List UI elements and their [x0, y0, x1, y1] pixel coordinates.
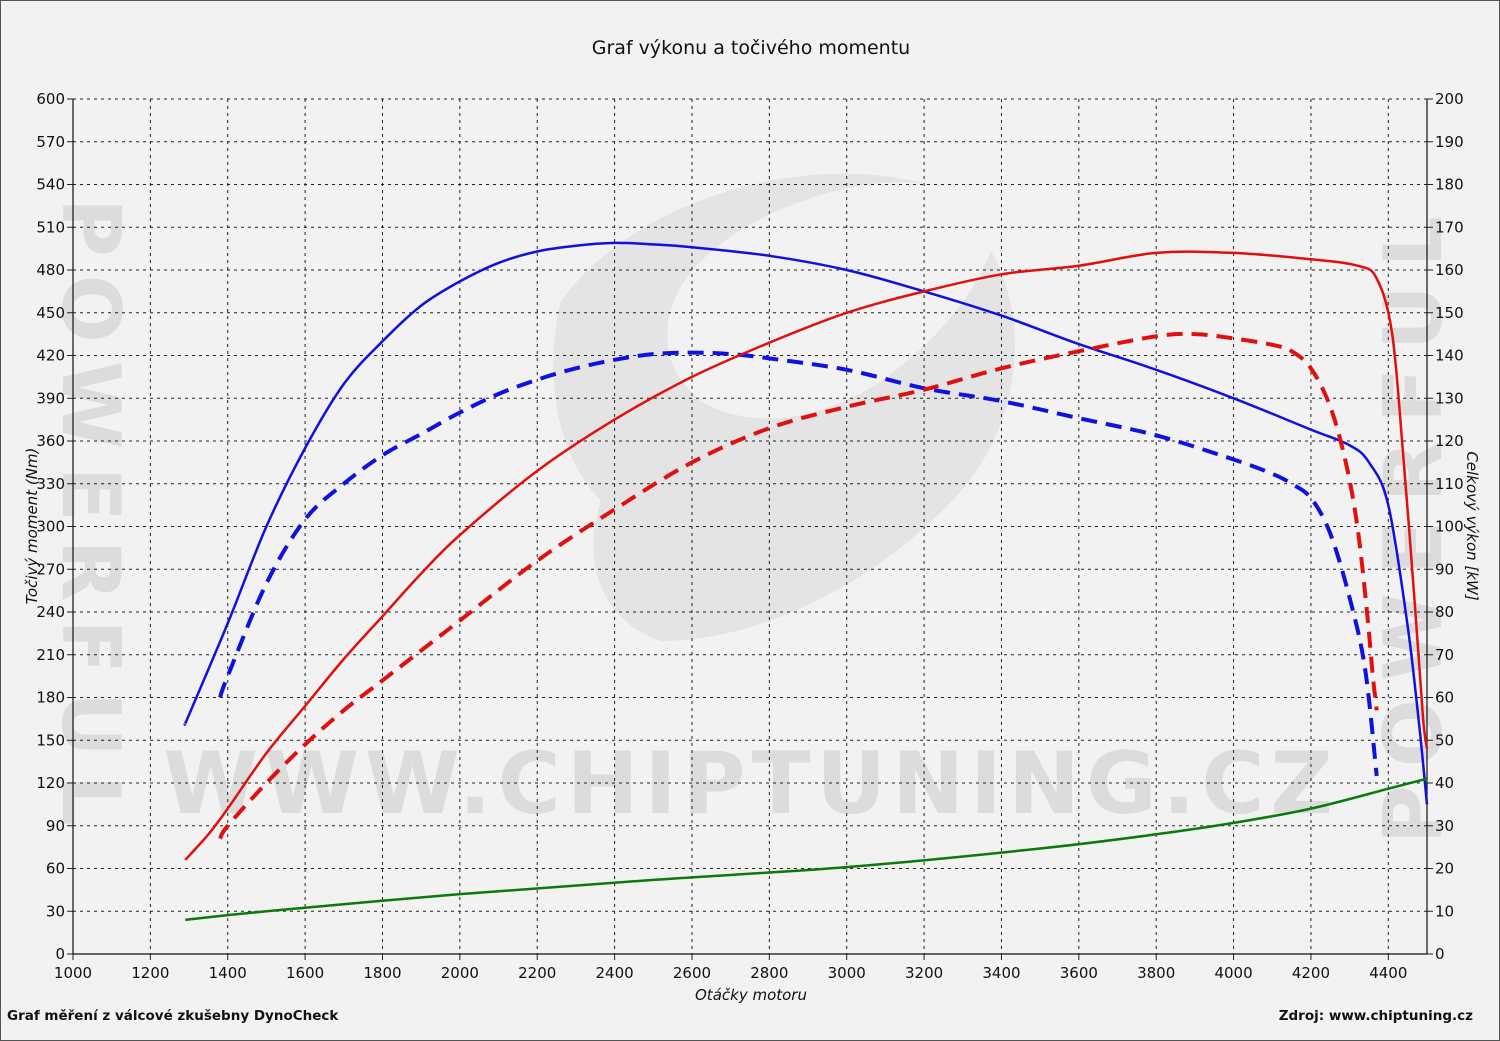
y-left-tick-label: 90	[46, 817, 65, 835]
y-right-tick-label: 60	[1435, 689, 1454, 707]
x-tick-label: 3000	[828, 964, 866, 982]
y-right-tick-label: 80	[1435, 603, 1454, 621]
series	[183, 241, 1429, 922]
y-left-tick-label: 330	[36, 475, 65, 493]
x-tick-label: 4400	[1369, 964, 1407, 982]
y-right-tick-label: 100	[1435, 518, 1464, 536]
y-right-tick-label: 130	[1435, 389, 1464, 407]
watermark-logo	[553, 173, 1015, 641]
y-left-tick-label: 510	[36, 218, 65, 236]
y-left-tick-label: 390	[36, 389, 65, 407]
x-tick-label: 2600	[673, 964, 711, 982]
y-left-tick-label: 450	[36, 304, 65, 322]
footer-left: Graf měření z válcové zkušebny DynoCheck	[7, 1008, 339, 1024]
axes	[67, 98, 1433, 960]
y-right-tick-label: 0	[1435, 945, 1445, 963]
power-tuned-line	[184, 250, 1429, 861]
y-axis-title-right: Celkový výkon [kW]	[1463, 451, 1481, 601]
chart-title: Graf výkonu a točivého momentu	[592, 37, 910, 59]
y-right-tick-label: 160	[1435, 261, 1464, 279]
y-left-tick-label: 540	[36, 176, 65, 194]
x-tick-label: 1800	[363, 964, 401, 982]
y-left-tick-label: 480	[36, 261, 65, 279]
watermark-side-left: POWERFUL	[44, 198, 137, 844]
x-tick-label: 3400	[982, 964, 1020, 982]
y-right-tick-label: 50	[1435, 731, 1454, 749]
y-right-tick-label: 180	[1435, 176, 1464, 194]
x-tick-label: 2200	[518, 964, 556, 982]
footer-right: Zdroj: www.chiptuning.cz	[1279, 1008, 1473, 1024]
x-tick-label: 2400	[596, 964, 634, 982]
power-stock-line	[218, 331, 1379, 840]
y-right-tick-label: 150	[1435, 304, 1464, 322]
y-right-tick-label: 90	[1435, 560, 1454, 578]
y-right-tick-label: 30	[1435, 817, 1454, 835]
y-right-tick-label: 20	[1435, 860, 1454, 878]
y-left-tick-label: 570	[36, 133, 65, 151]
y-left-tick-label: 240	[36, 603, 65, 621]
x-tick-label: 1600	[286, 964, 324, 982]
x-tick-label: 3200	[905, 964, 943, 982]
y-right-tick-label: 140	[1435, 347, 1464, 365]
y-right-tick-label: 190	[1435, 133, 1464, 151]
x-tick-label: 1400	[209, 964, 247, 982]
x-tick-label: 1000	[54, 964, 92, 982]
y-left-tick-label: 30	[46, 902, 65, 920]
y-left-tick-label: 210	[36, 646, 65, 664]
y-right-tick-label: 120	[1435, 432, 1464, 450]
y-left-tick-label: 0	[55, 945, 65, 963]
y-left-tick-label: 600	[36, 90, 65, 108]
y-right-tick-label: 200	[1435, 90, 1464, 108]
y-right-tick-label: 70	[1435, 646, 1454, 664]
torque-stock-line	[218, 350, 1379, 777]
y-left-tick-label: 60	[46, 860, 65, 878]
x-tick-label: 3600	[1060, 964, 1098, 982]
y-left-tick-label: 120	[36, 774, 65, 792]
x-tick-label: 3800	[1137, 964, 1175, 982]
y-right-tick-label: 110	[1435, 475, 1464, 493]
x-tick-label: 4200	[1292, 964, 1330, 982]
watermark: WWW.CHIPTUNING.CZ POWERFUL POWERFUL	[44, 173, 1460, 844]
loss-line	[185, 777, 1428, 922]
watermark-text: WWW.CHIPTUNING.CZ	[163, 734, 1339, 834]
x-axis-title: Otáčky motoru	[695, 986, 807, 1004]
y-left-tick-label: 180	[36, 689, 65, 707]
y-left-tick-label: 270	[36, 560, 65, 578]
tick-labels: 1000 1200 1400 1600 1800 2000 2200 2400 2600 2800…	[36, 90, 1463, 982]
y-left-tick-label: 150	[36, 731, 65, 749]
y-left-tick-label: 420	[36, 347, 65, 365]
x-tick-label: 2800	[750, 964, 788, 982]
y-left-tick-label: 360	[36, 432, 65, 450]
watermark-side-right: POWERFUL	[1367, 198, 1460, 844]
y-right-tick-label: 40	[1435, 774, 1454, 792]
y-right-tick-label: 170	[1435, 218, 1464, 236]
x-tick-label: 4000	[1214, 964, 1252, 982]
y-right-tick-label: 10	[1435, 902, 1454, 920]
y-left-tick-label: 300	[36, 518, 65, 536]
y-axis-title-left: Točivý moment (Nm)	[23, 448, 41, 605]
torque-tuned-line	[183, 241, 1429, 805]
x-tick-label: 1200	[131, 964, 169, 982]
x-tick-label: 2000	[441, 964, 479, 982]
